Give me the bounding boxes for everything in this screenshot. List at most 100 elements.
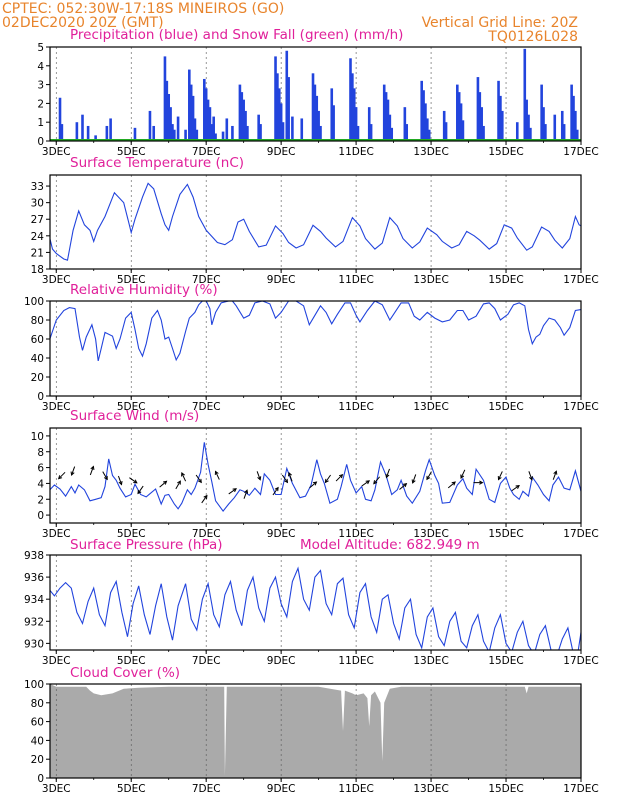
wind-arrow-head [118, 480, 123, 486]
wind-arrow [552, 470, 558, 480]
panel-title: Surface Pressure (hPa) [70, 537, 223, 553]
precipitation-bar [405, 124, 409, 141]
wind-arrow [214, 470, 220, 480]
x-tick-label: 7DEC [192, 655, 221, 667]
precipitation-bar [572, 95, 575, 141]
precipitation-bar [457, 92, 461, 141]
wind-arrow [426, 471, 432, 481]
wind-arrow-shaft [399, 483, 407, 490]
precipitation-bar [287, 77, 290, 141]
precipitation-bar [499, 95, 502, 141]
wind-arrow-head [402, 483, 408, 488]
wind-arrow-head [103, 475, 108, 481]
y-tick-label: 930 [24, 638, 44, 650]
wind-arrow-head [257, 476, 262, 481]
wind-arrow-shaft [58, 471, 66, 480]
wind-arrow-shaft [181, 472, 187, 482]
precipitation-bar [148, 110, 152, 141]
precipitation-bar [427, 129, 431, 141]
x-tick-label: 17DEC [563, 146, 598, 158]
wind-arrow-head [162, 480, 168, 485]
wind-arrow [281, 474, 289, 484]
precipitation-bar [313, 84, 317, 141]
precipitation-bar [58, 97, 62, 141]
precipitation-bar [225, 118, 229, 141]
x-tick-label: 11DEC [338, 274, 373, 286]
precipitation-bar [60, 124, 64, 141]
wind-arrow-head [338, 473, 344, 479]
wind-arrow [287, 471, 293, 482]
precipitation-bar [527, 114, 530, 141]
precipitation-bar [544, 124, 547, 141]
panel-3: Surface Wind (m/s) 0 2 4 6 8 10 3DEC 5DEC 7DEC 9DE… [31, 408, 599, 540]
precipitation-bar [169, 107, 172, 141]
wind-arrow-shaft [159, 480, 167, 488]
y-tick-label: 0 [37, 391, 44, 403]
wind-arrow [385, 468, 390, 479]
precipitation-bar [386, 99, 390, 141]
x-tick-label: 15DEC [488, 401, 523, 413]
x-tick-label: 3DEC [42, 274, 71, 286]
precipitation-bar [456, 84, 459, 141]
y-tick-label: 18 [31, 264, 44, 276]
precipitation-bar [259, 124, 262, 141]
y-tick-label: 33 [31, 181, 44, 193]
wind-arrow-head [528, 476, 533, 481]
precipitation-bar [204, 88, 208, 141]
x-tick-label: 5DEC [117, 783, 146, 795]
precipitation-bar [165, 80, 169, 141]
precipitation-bar [238, 84, 242, 141]
wind-arrow-head [287, 471, 292, 477]
precipitation-bar [500, 110, 504, 141]
panel-subtitle: Model Altitude: 682.949 m [300, 537, 480, 553]
precipitation-bar [482, 125, 485, 141]
x-tick-label: 13DEC [413, 146, 448, 158]
y-tick-label: 0 [37, 136, 44, 148]
y-tick-label: 40 [31, 735, 44, 747]
precipitation-bar [390, 127, 394, 141]
y-tick-label: 10 [31, 431, 44, 443]
precipitation-bar [354, 107, 358, 141]
wind-arrow [243, 489, 249, 499]
precipitation-bar [480, 107, 483, 141]
wind-arrow-head [214, 470, 219, 475]
wind-arrow [511, 484, 520, 492]
precipitation-bar [189, 84, 193, 141]
wind-arrow-shaft [175, 480, 181, 490]
precipitation-bar [542, 107, 545, 141]
wind-arrow-shaft [325, 474, 331, 483]
precipitation-bar [369, 124, 373, 141]
wind-arrow [373, 476, 381, 485]
x-tick-label: 9DEC [267, 655, 296, 667]
wind-arrow [201, 494, 208, 504]
wind-arrow [175, 480, 181, 490]
precipitation-bar [315, 95, 319, 141]
x-tick-label: 11DEC [338, 783, 373, 795]
precipitation-bar [193, 118, 197, 141]
x-tick-label: 9DEC [267, 274, 296, 286]
wind-arrow [309, 481, 318, 489]
header-model-id: TQ0126L028 [487, 29, 578, 45]
wind-arrow [361, 480, 371, 487]
y-tick-label: 100 [24, 679, 44, 691]
precipitation-bar [240, 92, 244, 141]
wind-arrow-shaft [361, 480, 370, 487]
y-tick-label: 4 [37, 61, 44, 73]
x-tick-label: 9DEC [267, 528, 296, 540]
wind-arrow-shaft [288, 472, 293, 482]
wind-arrow-head [197, 478, 202, 484]
x-tick-label: 11DEC [338, 528, 373, 540]
wind-arrow-head [515, 484, 520, 489]
y-tick-label: 0 [37, 510, 44, 522]
wind-arrow-head [497, 476, 502, 481]
precipitation-bar [562, 124, 566, 141]
precipitation-bar [203, 78, 206, 141]
precipitation-bar [382, 84, 386, 141]
panel-5: Cloud Cover (%) 0 20 40 60 80 100 3DEC 5DEC 7DEC 9… [24, 665, 599, 795]
wind-arrow [272, 486, 279, 496]
wind-arrow-shaft [498, 471, 503, 480]
wind-arrow-shaft [281, 474, 288, 483]
wind-arrow-head [137, 489, 142, 495]
precipitation-bar [279, 103, 283, 141]
header-run-time: 02DEC2020 20Z (GMT) [2, 15, 164, 31]
